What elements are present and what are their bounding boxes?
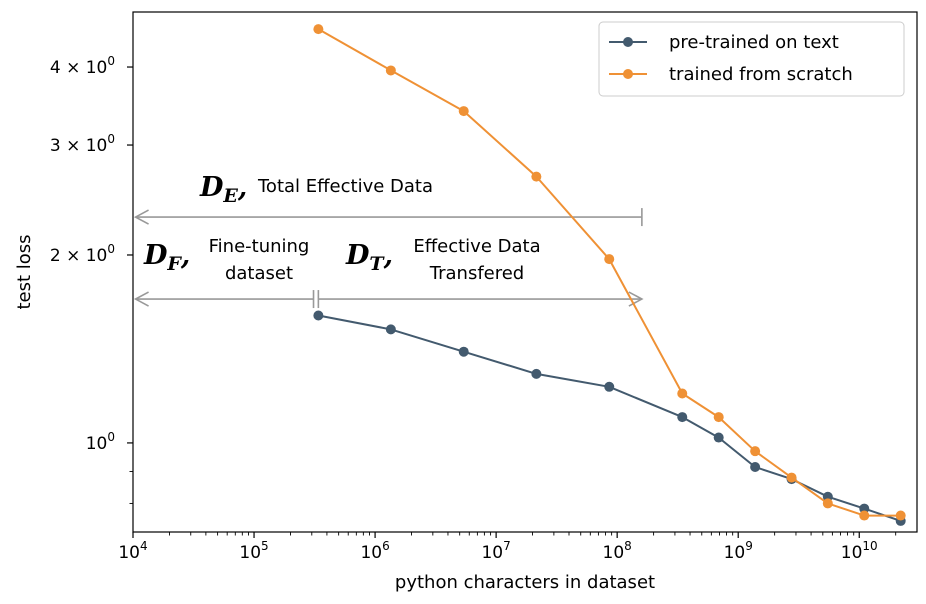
x-tick-label: 109: [724, 539, 753, 563]
data-point-series-2: [385, 65, 396, 76]
x-tick-label: 108: [603, 539, 632, 563]
legend-entry: pre-trained on text: [669, 32, 839, 53]
data-point-series-1: [750, 462, 761, 473]
data-point-series-2: [531, 171, 542, 182]
df-text-line-2: dataset: [225, 263, 293, 284]
data-point-series-2: [859, 510, 870, 521]
legend-swatch-marker: [623, 69, 633, 79]
data-point-series-2: [458, 106, 469, 117]
data-point-series-1: [458, 346, 469, 357]
x-tick-label: 105: [239, 539, 268, 563]
x-axis: 104 105 106 107 108 109 1010: [118, 532, 897, 563]
x-tick-label: 106: [360, 539, 389, 563]
annotations: DE, Total Effective Data DF, Fine-tuning dat…: [133, 172, 644, 309]
data-point-series-2: [750, 446, 761, 457]
x-tick-label: 104: [118, 539, 147, 563]
y-axis-label: test loss: [14, 234, 35, 309]
data-point-series-2: [786, 472, 797, 483]
data-point-series-2: [604, 254, 615, 265]
plot-frame: [132, 11, 918, 533]
df-arrow-head: [133, 291, 149, 307]
dt-text-line-2: Transfered: [429, 263, 524, 284]
series-layer: [313, 24, 906, 526]
y-tick-label: 100: [86, 430, 115, 454]
legend-entry: trained from scratch: [669, 64, 853, 85]
y-axis: 100 2 × 100 3 × 100 4 × 100: [50, 54, 133, 504]
x-axis-label: python characters in dataset: [395, 572, 655, 593]
y-tick-label: 3 × 100: [50, 132, 115, 156]
data-point-series-2: [677, 388, 688, 399]
y-tick-label: 2 × 100: [50, 242, 115, 266]
data-point-series-2: [895, 510, 906, 521]
dt-text-line-1: Effective Data: [413, 236, 540, 257]
de-text: Total Effective Data: [257, 176, 433, 197]
dt-symbol: DT,: [345, 240, 393, 275]
data-point-series-1: [604, 381, 615, 392]
data-point-series-1: [531, 368, 542, 379]
de-arrow-head: [133, 209, 149, 225]
df-text-line-1: Fine-tuning: [209, 236, 310, 257]
series-line-2: [317, 28, 901, 517]
legend: pre-trained on text trained from scratch: [598, 21, 905, 97]
data-point-series-2: [713, 412, 724, 423]
x-tick-label: 107: [481, 539, 510, 563]
y-tick-label: 4 × 100: [50, 54, 115, 78]
data-point-series-1: [677, 412, 688, 423]
x-tick-label: 1010: [841, 539, 878, 563]
data-point-series-1: [313, 310, 324, 321]
data-point-series-1: [713, 432, 724, 443]
data-point-series-2: [822, 498, 833, 509]
data-point-series-1: [385, 324, 396, 335]
series-line-1: [318, 314, 902, 522]
data-point-series-1: [859, 503, 870, 514]
de-symbol: DE,: [199, 172, 247, 207]
data-point-series-2: [313, 24, 324, 35]
df-symbol: DF,: [143, 240, 190, 275]
legend-box: [598, 21, 905, 97]
legend-swatch-marker: [623, 37, 633, 47]
